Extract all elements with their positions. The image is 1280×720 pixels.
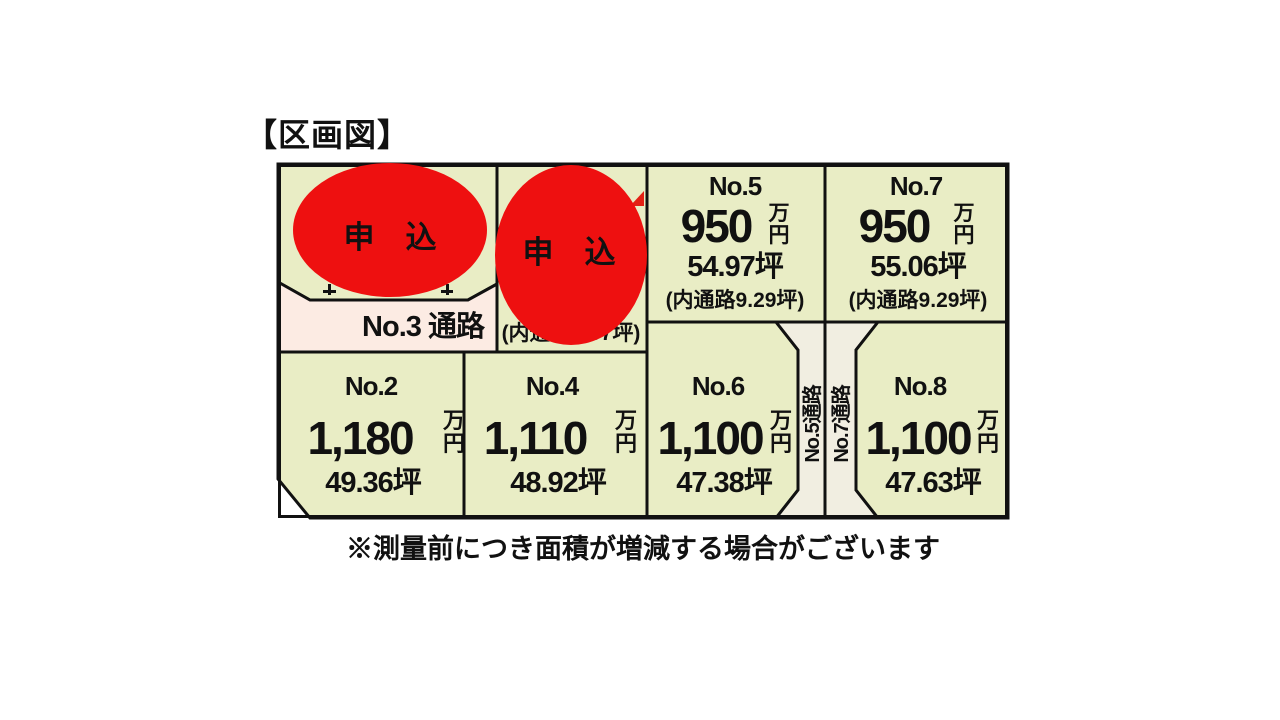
plot-no6-label: No.6 <box>692 371 745 401</box>
applied-stamp-no1 <box>293 163 487 297</box>
plot-no4-price: 1,110 <box>484 412 587 464</box>
plot-no8-price: 1,100 <box>865 412 971 464</box>
plot-map: No.3 通路 No.5通路 No.7通路 (内通路8.07坪) No.5 95… <box>276 162 1010 520</box>
plot-no2-unit-man: 万 <box>442 408 465 433</box>
plot-no6-area: 47.38坪 <box>676 466 773 499</box>
page-title: 【区画図】 <box>245 117 411 153</box>
plot-no4-label: No.4 <box>526 371 580 401</box>
plot-no8-unit-yen: 円 <box>977 431 999 456</box>
applied-stamp-no3 <box>495 165 647 345</box>
plot-no5-label: No.5 <box>709 171 762 201</box>
plot-no7-area: 55.06坪 <box>870 250 967 283</box>
plot-no2-price: 1,180 <box>307 412 413 464</box>
plot-no8-label: No.8 <box>894 371 947 401</box>
plot-no5-price: 950 <box>681 200 752 252</box>
plot-no6-unit-yen: 円 <box>770 431 792 456</box>
covered-text-fragment-no1-right <box>441 284 453 295</box>
applied-stamp-no3-text: 申 込 <box>523 235 616 270</box>
plot-no6-unit-man: 万 <box>769 408 792 433</box>
plot-no7-note: (内通路9.29坪) <box>849 288 988 312</box>
plot-no2-area: 49.36坪 <box>325 466 422 499</box>
walkway-no5-label: No.5通路 <box>800 383 824 462</box>
plot-no2-label: No.2 <box>345 371 398 401</box>
applied-stamp-no1-text: 申 込 <box>344 220 437 255</box>
covered-text-fragment-no3 <box>630 191 644 206</box>
plot-no2-unit-yen: 円 <box>443 431 465 456</box>
walkway-no3-label: No.3 通路 <box>362 310 486 343</box>
plot-no5-unit-yen: 円 <box>769 224 790 247</box>
plot-no8-unit-man: 万 <box>976 408 999 433</box>
map-outer-border <box>278 164 1008 518</box>
survey-footnote: ※測量前につき面積が増減する場合がございます <box>346 534 940 564</box>
plot-no7-price: 950 <box>859 200 930 252</box>
plot-no5-note: (内通路9.29坪) <box>666 288 805 312</box>
plot-no4-unit-yen: 円 <box>615 431 637 456</box>
plot-no5-area: 54.97坪 <box>687 250 784 283</box>
plot-no8-area: 47.63坪 <box>885 466 982 499</box>
plot-no4-unit-man: 万 <box>614 408 637 433</box>
plot-no7-unit-man: 万 <box>953 202 975 225</box>
plot-no5-unit-man: 万 <box>768 202 790 225</box>
walkway-no7-label: No.7通路 <box>829 383 853 462</box>
plot-no7-label: No.7 <box>890 171 943 201</box>
plot-no6-price: 1,100 <box>657 412 763 464</box>
plot-no4-area: 48.92坪 <box>510 466 607 499</box>
covered-text-fragment-no1-left <box>323 284 336 295</box>
plot-no7-unit-yen: 円 <box>954 224 975 247</box>
